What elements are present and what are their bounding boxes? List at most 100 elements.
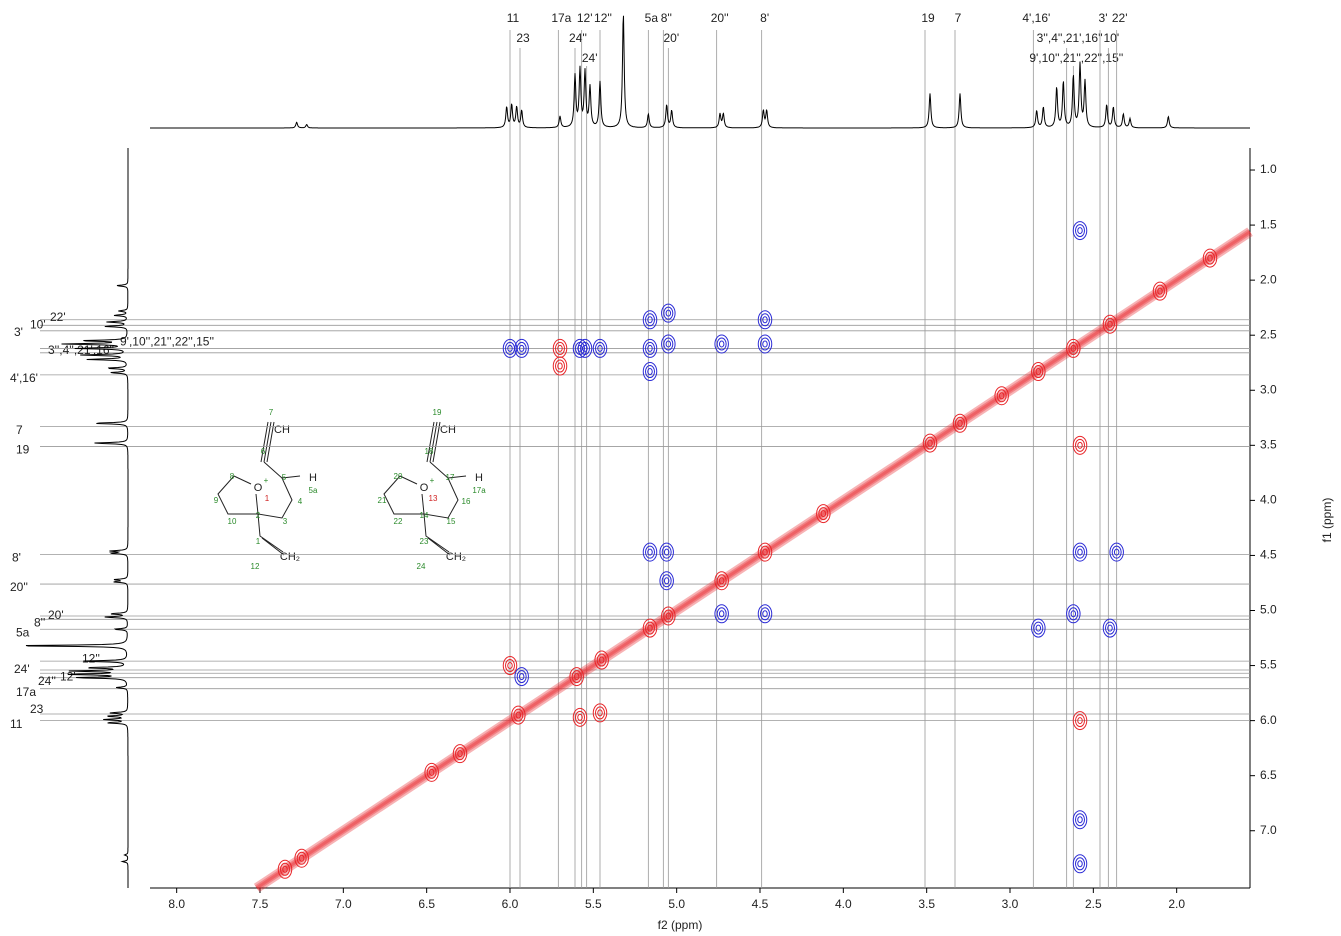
atom-label: H	[475, 472, 483, 484]
x-tick-label: 3.5	[918, 897, 935, 911]
assignment-label-top: 8'	[760, 11, 769, 25]
contour	[757, 604, 773, 624]
assignment-label-top: 24''	[569, 31, 587, 45]
atom-label: +	[430, 476, 435, 485]
cross-peak	[714, 604, 729, 624]
contour	[518, 344, 525, 352]
assignment-label-left: 12'	[60, 669, 76, 683]
atom-label: +	[264, 476, 269, 485]
x-tick-label: 8.0	[168, 897, 185, 911]
contour	[647, 624, 653, 632]
assignment-label-left: 3'',4'',21',16''	[48, 343, 114, 357]
cross-peak	[642, 618, 658, 638]
contour	[592, 703, 608, 723]
contour	[665, 309, 672, 317]
assignment-label-left: 17a	[16, 685, 36, 699]
contour	[665, 340, 672, 348]
contour	[716, 574, 727, 588]
diagonal	[253, 227, 1253, 893]
contour	[1075, 714, 1085, 728]
assignment-label-top: 4',16'	[1022, 11, 1050, 25]
contour	[1105, 621, 1115, 635]
contour	[455, 747, 465, 761]
contour	[580, 341, 590, 355]
contour	[642, 338, 658, 358]
contour	[280, 862, 290, 876]
y-tick-label: 1.5	[1260, 217, 1277, 231]
cross-peak	[514, 667, 529, 687]
y-tick-label: 5.5	[1260, 658, 1277, 672]
contour	[277, 859, 293, 879]
contour	[818, 507, 829, 521]
cross-peak	[714, 334, 729, 354]
assignment-label-top: 12'	[577, 11, 593, 25]
contour	[760, 337, 770, 351]
assignment-label-left: 12''	[82, 651, 100, 665]
structure: 7CH 6 8 O+ 5 H 5a 1 9 4 10 2 3 1 CH₂ 12	[214, 408, 318, 571]
diagonal	[255, 230, 1251, 890]
atom-label: CH	[440, 424, 456, 436]
atom-label: 22	[394, 517, 403, 526]
contour	[1157, 287, 1163, 295]
contour	[1077, 860, 1083, 868]
contour	[762, 548, 768, 556]
contour	[1207, 254, 1213, 262]
contour	[1075, 545, 1085, 559]
contour	[642, 542, 658, 562]
cross-peak	[757, 604, 773, 624]
cross-peak	[661, 606, 676, 626]
spectrum-left	[25, 148, 129, 888]
contour	[647, 316, 653, 324]
contour	[1072, 221, 1088, 241]
contour	[282, 865, 288, 873]
assignment-label-top: 22'	[1112, 11, 1128, 25]
atom-label: 16	[462, 497, 471, 506]
cross-peak	[514, 338, 529, 358]
assignment-label-left: 5a	[16, 625, 30, 639]
assignment-label-top: 23	[516, 31, 530, 45]
contour	[762, 340, 768, 348]
assignment-label-left: 20'	[48, 608, 64, 622]
contour	[424, 762, 439, 782]
contour	[996, 389, 1007, 403]
contour	[661, 574, 672, 588]
contour	[642, 618, 658, 638]
contour	[428, 768, 435, 776]
contour	[555, 341, 565, 355]
atom-label: 8	[230, 472, 235, 481]
assignment-label-top: 10'	[1104, 31, 1120, 45]
x-tick-label: 6.0	[502, 897, 519, 911]
contour	[1107, 320, 1113, 328]
assignment-label-top: 11	[507, 11, 520, 25]
atom-label: 4	[298, 497, 303, 506]
bond	[383, 461, 467, 556]
contour	[1205, 251, 1215, 265]
contour	[1109, 542, 1124, 562]
diagonal	[255, 229, 1252, 891]
x-tick-label: 5.5	[585, 897, 602, 911]
x-tick-label: 3.0	[1002, 897, 1019, 911]
cross-peak	[757, 310, 773, 330]
cross-peak	[592, 338, 608, 358]
contour	[955, 416, 965, 430]
contour	[663, 577, 670, 585]
contour	[1202, 248, 1218, 268]
contour	[762, 610, 768, 618]
y-tick-label: 7.0	[1260, 823, 1277, 837]
contour	[1113, 548, 1120, 556]
cross-peak	[552, 356, 568, 376]
y-tick-label: 4.5	[1260, 548, 1277, 562]
cross-peak	[1202, 248, 1218, 268]
contour	[595, 341, 605, 355]
contour	[1072, 810, 1088, 830]
x-tick-label: 4.0	[835, 897, 852, 911]
atom-label: 12	[251, 562, 260, 571]
assignment-label-top: 9',10'',21'',22'',15''	[1029, 51, 1123, 65]
cross-peak	[659, 571, 674, 591]
contour	[1072, 854, 1088, 874]
assignment-label-top: 3'',4'',21',16''	[1037, 31, 1103, 45]
contour	[952, 413, 968, 433]
cross-peak	[642, 338, 658, 358]
cross-peak	[642, 310, 658, 330]
